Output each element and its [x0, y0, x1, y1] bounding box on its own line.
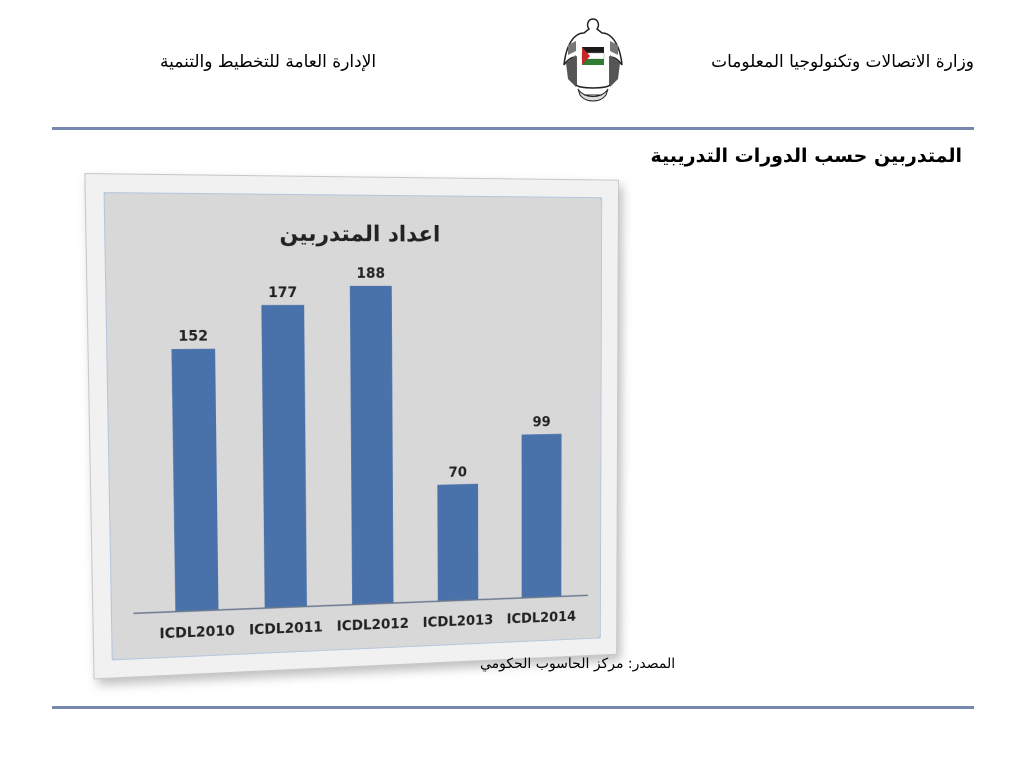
category-label-ICDL2012: ICDL2012 [337, 616, 409, 634]
data-label-ICDL2013: 70 [448, 465, 467, 481]
page-title: المتدربين حسب الدورات التدريبية [650, 145, 963, 167]
ministry-name: وزارة الاتصالات وتكنولوجيا المعلومات [711, 52, 974, 72]
source-note: المصدر: مركز الحاسوب الحكومي [480, 656, 676, 672]
header-divider [52, 127, 974, 130]
data-label-ICDL2011: 177 [268, 285, 297, 301]
bar-ICDL2013 [437, 483, 479, 602]
bar-chart: اعداد المتدربين 152 ICDL2010 177 ICDL2011 18… [103, 192, 603, 661]
category-label-ICDL2013: ICDL2013 [423, 613, 494, 631]
data-label-ICDL2010: 152 [178, 329, 208, 345]
data-label-ICDL2014: 99 [533, 415, 551, 431]
chart-panel: اعداد المتدربين 152 ICDL2010 177 ICDL2011 18… [84, 173, 619, 680]
bar-ICDL2011 [261, 304, 307, 609]
data-label-ICDL2012: 188 [356, 266, 385, 282]
bar-ICDL2012 [349, 285, 394, 605]
palestine-emblem-icon [563, 18, 623, 102]
bar-ICDL2010 [171, 348, 219, 612]
bar-ICDL2014 [521, 433, 562, 598]
category-label-ICDL2011: ICDL2011 [249, 620, 323, 639]
department-name: الإدارة العامة للتخطيط والتنمية [160, 52, 377, 72]
category-label-ICDL2014: ICDL2014 [507, 609, 576, 627]
category-label-ICDL2010: ICDL2010 [159, 623, 235, 642]
chart-title: اعداد المتدربين [279, 221, 440, 248]
footer-divider [52, 706, 974, 709]
